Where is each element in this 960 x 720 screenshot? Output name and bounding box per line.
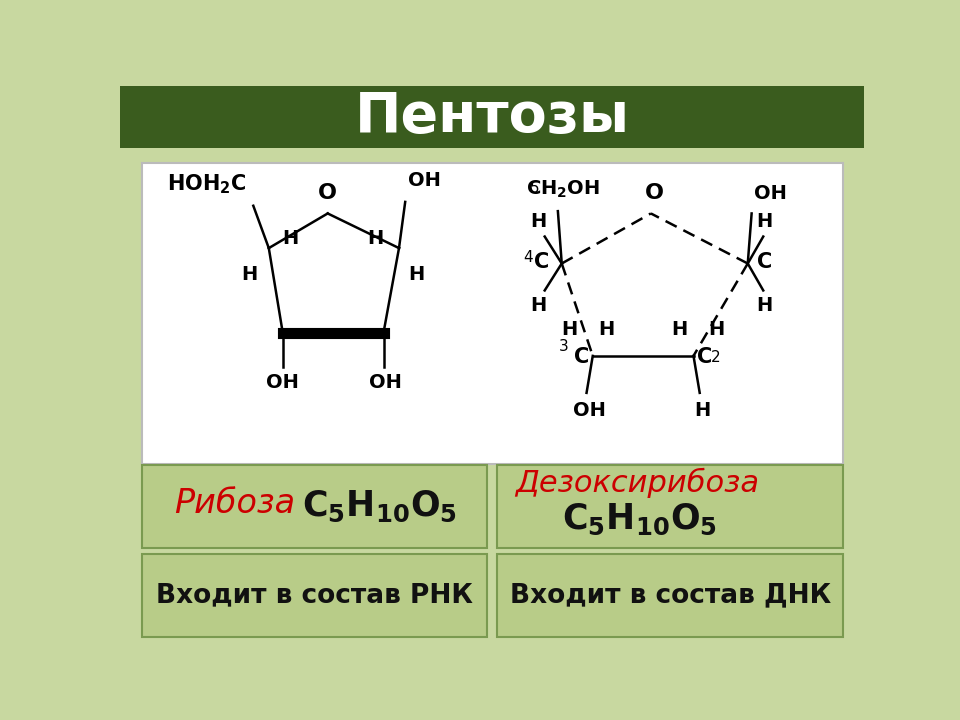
FancyBboxPatch shape <box>142 554 488 637</box>
Text: C: C <box>697 348 712 367</box>
Text: H: H <box>368 230 383 248</box>
FancyBboxPatch shape <box>497 554 843 637</box>
Text: OH: OH <box>573 400 606 420</box>
Text: Рибоза: Рибоза <box>175 487 296 521</box>
Text: OH: OH <box>754 184 787 204</box>
Text: O: O <box>318 183 337 202</box>
Text: OH: OH <box>408 171 442 190</box>
Text: C: C <box>534 252 549 272</box>
Text: Входит в состав ДНК: Входит в состав ДНК <box>510 582 830 608</box>
Text: OH: OH <box>369 373 401 392</box>
FancyBboxPatch shape <box>142 163 843 464</box>
Text: H: H <box>408 265 424 284</box>
Text: 2: 2 <box>710 350 720 365</box>
Text: 4: 4 <box>523 250 533 265</box>
FancyBboxPatch shape <box>120 86 864 148</box>
Text: OH: OH <box>266 373 300 392</box>
Text: H: H <box>599 320 614 339</box>
Text: Входит в состав РНК: Входит в состав РНК <box>156 582 473 608</box>
Text: O: O <box>645 183 664 202</box>
FancyBboxPatch shape <box>142 465 488 549</box>
Text: H: H <box>695 400 711 420</box>
Text: H: H <box>283 230 299 248</box>
Text: H: H <box>756 212 773 231</box>
Text: 3: 3 <box>559 339 568 354</box>
Text: C: C <box>574 348 588 367</box>
Text: $\mathregular{HOH_2C}$: $\mathregular{HOH_2C}$ <box>167 172 247 196</box>
Text: C: C <box>757 252 772 272</box>
Text: H: H <box>756 296 773 315</box>
Text: Пентозы: Пентозы <box>354 90 630 144</box>
Text: H: H <box>241 265 257 284</box>
Text: $\mathbf{C_5H_{10}O_5}$: $\mathbf{C_5H_{10}O_5}$ <box>302 488 457 523</box>
Text: H: H <box>530 296 546 315</box>
Text: H: H <box>671 320 687 339</box>
Text: 5: 5 <box>530 181 540 196</box>
Text: Дезоксирибоза: Дезоксирибоза <box>516 468 759 498</box>
Text: H: H <box>708 320 725 339</box>
Text: H: H <box>562 320 578 339</box>
Text: $\mathbf{C_5H_{10}O_5}$: $\mathbf{C_5H_{10}O_5}$ <box>562 502 717 537</box>
Text: H: H <box>530 212 546 231</box>
Text: $\mathregular{CH_2OH}$: $\mathregular{CH_2OH}$ <box>526 179 600 200</box>
FancyBboxPatch shape <box>497 465 843 549</box>
